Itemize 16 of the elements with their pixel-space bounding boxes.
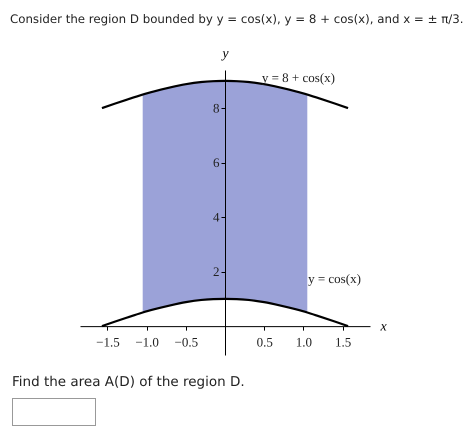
x-tick-label: −1.5 [96, 334, 120, 350]
y-axis-title: y [220, 46, 230, 62]
y-tick-label: 2 [213, 264, 220, 280]
y-tick-label: 4 [213, 210, 220, 225]
annotation: y = 8 + cos(x) [262, 70, 335, 86]
x-tick-label: 0.5 [256, 334, 273, 350]
y-tick-label: 8 [213, 100, 220, 116]
x-tick-label: 1.5 [334, 334, 352, 350]
annotation: y = cos(x) [308, 270, 361, 286]
x-tick-label: 1.0 [296, 334, 312, 350]
x-tick-label: −1.0 [135, 334, 159, 350]
text: Find the area A(D) of the region D. [12, 374, 245, 390]
y-tick-label: 6 [213, 155, 220, 170]
x-axis-title: x [380, 320, 388, 335]
chart-title: Consider the region D bounded by y = cos(x), y = 8 + cos(x), and x = ± π/3. [10, 12, 464, 26]
x-tick-label: −0.5 [174, 334, 198, 350]
